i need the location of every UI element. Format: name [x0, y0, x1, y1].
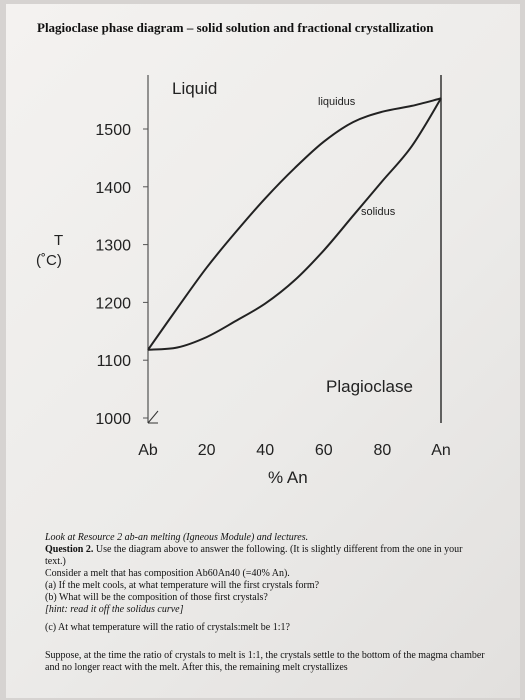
x-tick-label: Ab [138, 442, 158, 459]
melt-composition-line: Consider a melt that has composition Ab6… [45, 568, 290, 579]
x-tick-label: An [431, 442, 451, 459]
question-text: Use the diagram above to answer the foll… [45, 544, 463, 567]
x-tick-label: 80 [374, 442, 392, 459]
solidus-label: solidus [361, 206, 396, 218]
page-title: Plagioclase phase diagram – solid soluti… [37, 20, 434, 35]
y-tick-label: 1400 [95, 180, 131, 197]
x-tick-label: 60 [315, 442, 333, 459]
question-a: (a) If the melt cools, at what temperatu… [45, 580, 320, 591]
y-tick-label: 1500 [95, 122, 131, 139]
y-axis-label-unit: (˚C) [36, 252, 62, 269]
intro-line: Look at Resource 2 ab-an melting (Igneou… [45, 532, 309, 543]
liquid-region-label: Liquid [172, 79, 217, 98]
axis-origin-mark [147, 410, 159, 424]
question-c: (c) At what temperature will the ratio o… [45, 622, 290, 633]
x-tick-label: 40 [256, 442, 274, 459]
y-tick-label: 1100 [97, 353, 132, 370]
question-line: Question 2. Use the diagram above to ans… [45, 544, 485, 568]
liquidus-label: liquidus [318, 96, 356, 108]
question-block: Look at Resource 2 ab-an melting (Igneou… [45, 532, 485, 674]
solidus-curve [147, 97, 442, 351]
y-tick-label: 1200 [95, 295, 131, 312]
hint-line: [hint: read it off the solidus curve] [45, 604, 184, 615]
liquidus-curve [147, 97, 442, 351]
question-label: Question 2. [45, 544, 94, 555]
y-axis-label-t: T [54, 232, 64, 249]
suppose-paragraph: Suppose, at the time the ratio of crysta… [45, 650, 485, 673]
x-tick-label: 20 [198, 442, 216, 459]
y-tick-label: 1300 [95, 238, 131, 255]
x-axis-label: % An [268, 468, 308, 487]
plagioclase-region-label: Plagioclase [326, 377, 413, 396]
y-tick-label: 1000 [95, 411, 131, 428]
worksheet-page [6, 4, 520, 698]
question-b: (b) What will be the composition of thos… [45, 592, 268, 603]
